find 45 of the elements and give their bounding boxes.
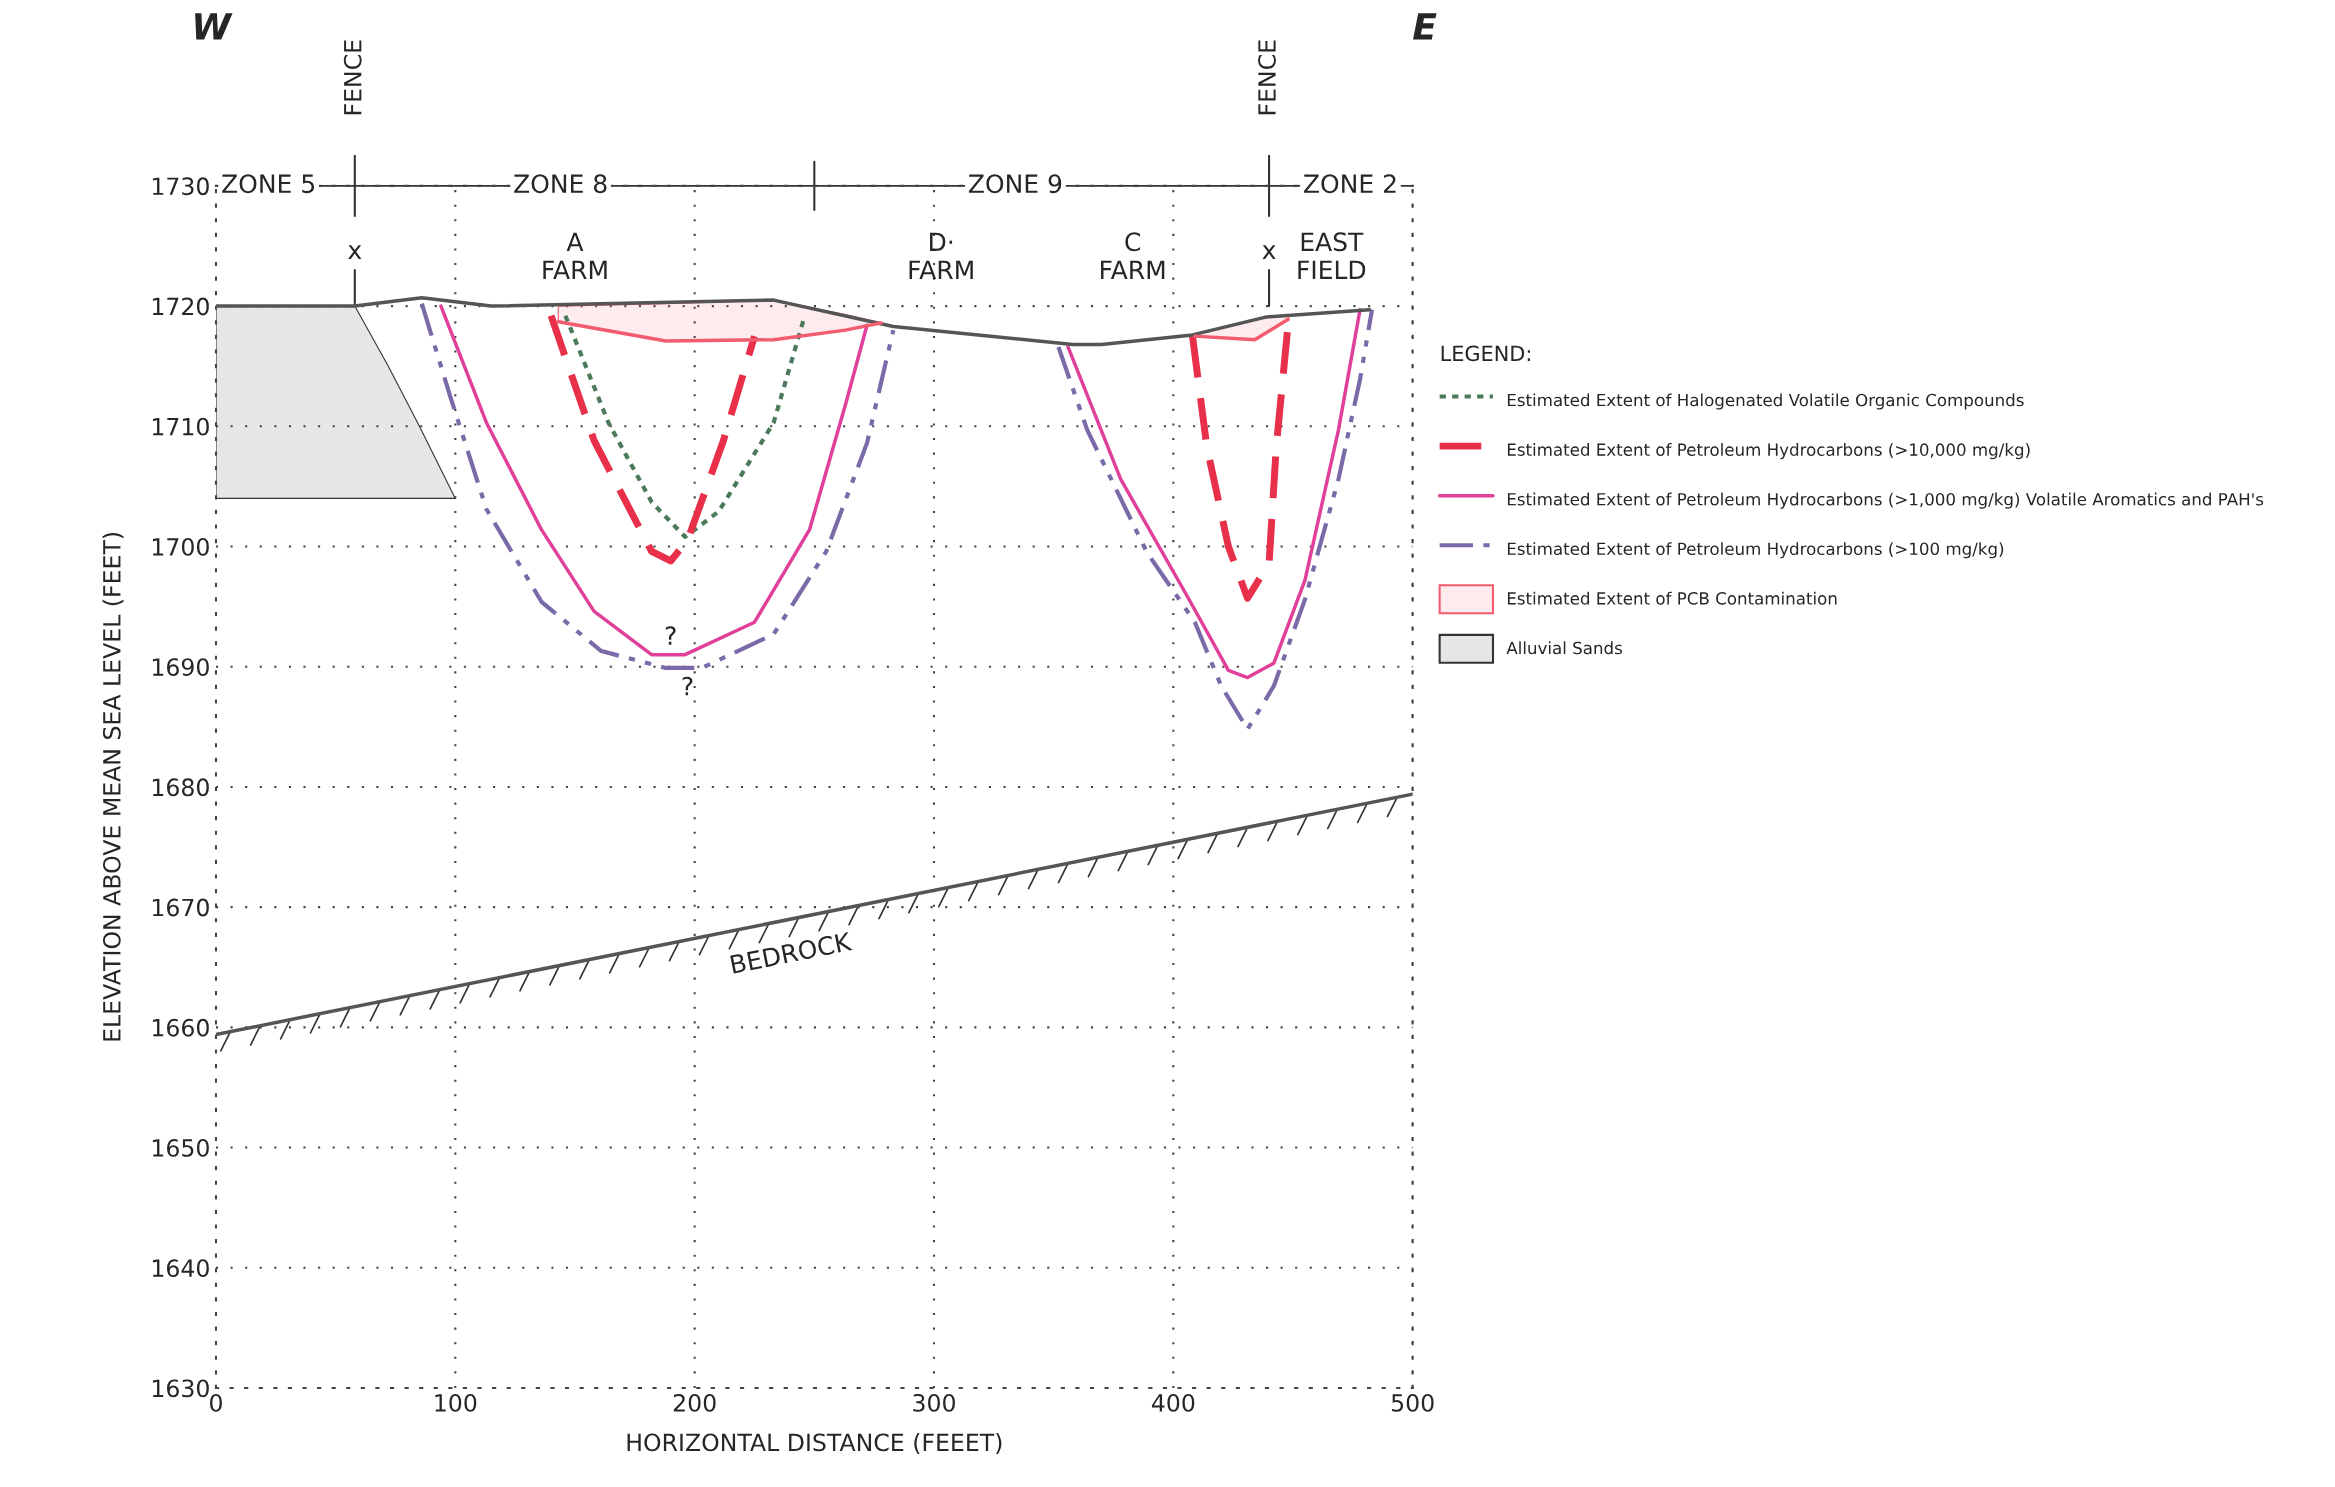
y-tick-label: 1720: [152, 297, 209, 316]
text: FENCE: [1258, 40, 1276, 115]
annotation: ZONE 8: [514, 174, 607, 194]
text: W: [195, 13, 233, 40]
x-tick-label: 0: [210, 1393, 222, 1412]
legend-label: Estimated Extent of PCB Contamination: [1507, 591, 1837, 605]
y-tick-label: 1700: [152, 537, 209, 556]
x-tick-label: 100: [435, 1393, 477, 1412]
annotation: D· FARM: [909, 232, 973, 279]
y-tick-label: 1660: [152, 1018, 209, 1037]
text: E: [1413, 13, 1437, 40]
annotation: ZONE 5: [222, 174, 315, 194]
x-axis-title: HORIZONTAL DISTANCE (FEEET): [627, 1433, 1002, 1455]
x-tick-label: 300: [913, 1393, 955, 1412]
legend-label: Estimated Extent of Halogenated Volatile Organic Compounds: [1507, 393, 2024, 410]
y-tick-label: 1710: [152, 417, 209, 436]
annotation: A FARM: [543, 232, 607, 279]
legend-label: Alluvial Sands: [1506, 641, 1622, 655]
annotation: x: [1262, 245, 1276, 259]
x-tick-label: 500: [1391, 1393, 1434, 1412]
line-series: [563, 313, 807, 539]
y-tick-label: 1640: [152, 1259, 209, 1278]
annotation: EAST FIELD: [1298, 232, 1366, 279]
annotation: ZONE 9: [968, 174, 1062, 194]
y-tick-label: 1680: [152, 778, 209, 797]
line-series: [215, 295, 1372, 347]
legend-title: LEGEND:: [1441, 345, 1530, 362]
annotation: ?: [682, 676, 693, 696]
annotation: C FARM: [1101, 232, 1165, 279]
annotation: ZONE 2: [1303, 174, 1396, 194]
x-tick-label: 400: [1151, 1393, 1195, 1412]
annotation: x: [348, 245, 362, 259]
y-tick-label: 1650: [152, 1138, 209, 1157]
legend-label: Estimated Extent of Petroleum Hydrocarbons (>1,000 mg/kg) Volatile Aromatics and PAH's: [1507, 492, 2264, 509]
legend-label: Estimated Extent of Petroleum Hydrocarbons (>100 mg/kg): [1507, 542, 2004, 559]
text: FENCE: [343, 40, 362, 115]
y-tick-label: 1670: [152, 898, 209, 917]
annotation: ?: [665, 626, 676, 645]
y-tick-label: 1690: [152, 658, 209, 677]
legend-label: Estimated Extent of Petroleum Hydrocarbons (>10,000 mg/kg): [1507, 443, 2030, 460]
y-tick-label: 1630: [152, 1379, 209, 1398]
y-axis-title: ELEVATION ABOVE MEAN SEA LEVEL (FEET): [102, 532, 124, 1041]
y-tick-label: 1730: [152, 177, 209, 196]
x-tick-label: 200: [673, 1393, 716, 1412]
annotation: BEDROCK: [730, 931, 853, 974]
